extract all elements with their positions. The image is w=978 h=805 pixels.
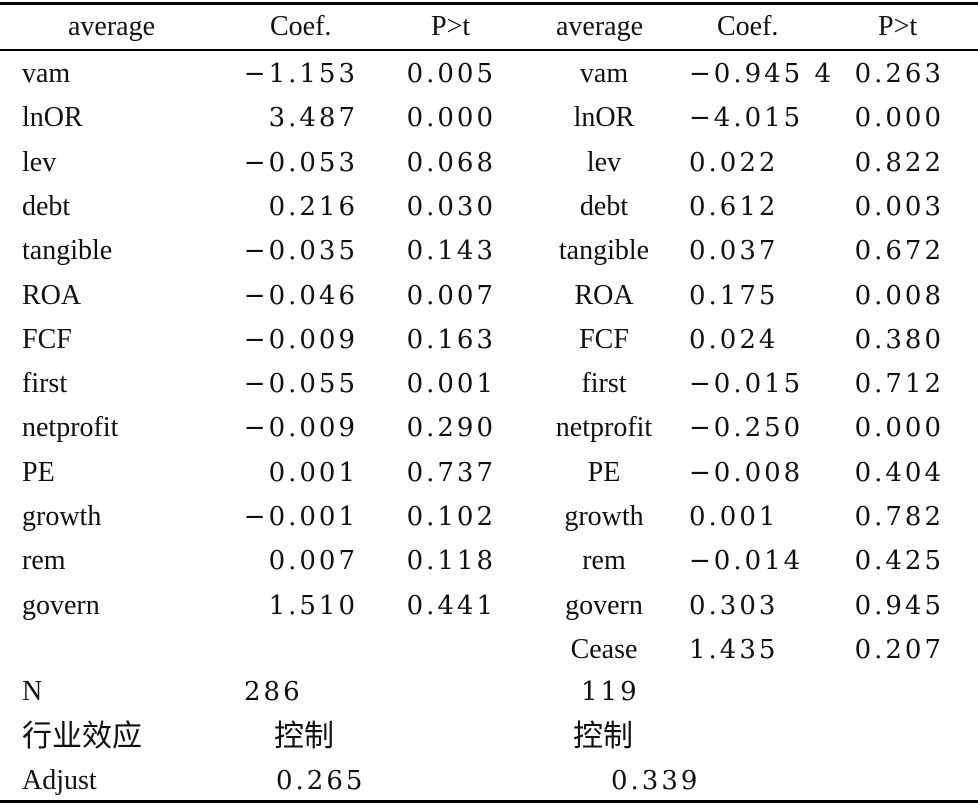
left-variable-name: tangible: [22, 235, 113, 266]
industry-effect-right: 控制: [573, 719, 633, 754]
left-p-value: 0.737: [406, 458, 496, 488]
left-p-value: 0.290: [406, 413, 496, 443]
right-variable-name: FCF: [579, 324, 629, 355]
left-p-value: 0.163: [406, 325, 496, 355]
right-variable-name: ROA: [574, 280, 634, 311]
right-coefficient: 0.303: [689, 591, 779, 621]
left-variable-name: ROA: [22, 280, 82, 311]
left-coefficient: −0.046: [243, 281, 358, 311]
left-coefficient: 1.510: [268, 591, 358, 621]
right-p-value: 0.425: [854, 546, 944, 576]
right-p-value: 0.945: [854, 591, 944, 621]
right-coefficient: 0.001: [689, 502, 779, 532]
right-p-value: 0.003: [854, 192, 944, 222]
left-variable-name: debt: [22, 191, 71, 222]
right-coefficient: 0.022: [689, 148, 779, 178]
industry-effect-label: 行业效应: [22, 719, 142, 754]
left-p-value: 0.068: [406, 148, 496, 178]
right-coefficient: 0.175: [689, 281, 779, 311]
left-coefficient: −1.153: [243, 59, 358, 89]
right-coefficient: 0.612: [689, 192, 779, 222]
left-coefficient: 0.216: [268, 192, 358, 222]
left-variable-name: FCF: [22, 324, 72, 355]
left-p-value: 0.007: [406, 281, 496, 311]
left-variable-name: govern: [22, 590, 100, 621]
right-variable-name: growth: [564, 501, 644, 532]
left-p-value: 0.000: [406, 103, 496, 133]
left-p-value: 0.001: [406, 369, 496, 399]
right-p-value: 0.782: [854, 502, 944, 532]
left-variable-name: PE: [22, 457, 55, 488]
left-variable-name: lnOR: [22, 102, 83, 133]
right-variable-name: govern: [565, 590, 643, 621]
left-coefficient: −0.009: [243, 413, 358, 443]
industry-effect-left: 控制: [274, 719, 334, 754]
right-p-value: 0.712: [854, 369, 944, 399]
left-coefficient: 0.001: [268, 458, 358, 488]
right-variable-name: PE: [587, 457, 621, 488]
left-variable-name: growth: [22, 501, 102, 532]
left-p-value: 0.143: [406, 236, 496, 266]
right-p-value: 0.008: [854, 281, 944, 311]
right-variable-name: netprofit: [555, 412, 653, 443]
right-variable-name: first: [581, 368, 627, 399]
right-p-value: 0.380: [854, 325, 944, 355]
header-right-label: average: [556, 11, 644, 42]
right-coefficient: −0.008: [689, 458, 804, 488]
left-variable-name: vam: [22, 58, 71, 89]
left-variable-name: lev: [22, 147, 57, 178]
right-p-value: 0.207: [854, 635, 944, 665]
top-rule: [0, 2, 978, 5]
left-coefficient: 3.487: [268, 103, 358, 133]
right-variable-name: Cease: [570, 634, 638, 665]
left-coefficient: −0.009: [243, 325, 358, 355]
right-p-value: 0.404: [854, 458, 944, 488]
header-left-coef: Coef.: [270, 11, 332, 42]
right-coefficient: −0.250: [689, 413, 804, 443]
left-variable-name: rem: [22, 545, 66, 576]
right-coefficient: −4.015: [689, 103, 804, 133]
header-right-coef: Coef.: [717, 11, 779, 42]
right-p-value: 0.000: [854, 413, 944, 443]
right-variable-name: rem: [582, 545, 626, 576]
left-p-value: 0.118: [406, 546, 496, 576]
adjust-left-value: 0.265: [276, 766, 366, 796]
left-coefficient: −0.001: [243, 502, 358, 532]
right-variable-name: debt: [579, 191, 629, 222]
header-left-p: P>t: [431, 11, 471, 42]
left-p-value: 0.102: [406, 502, 496, 532]
left-coefficient: −0.053: [243, 148, 358, 178]
left-p-value: 0.005: [406, 59, 496, 89]
right-p-value: 0.000: [854, 103, 944, 133]
right-variable-name: tangible: [558, 235, 650, 266]
right-p-value: 0.263: [854, 59, 944, 89]
left-coefficient: −0.055: [243, 369, 358, 399]
right-variable-name: vam: [579, 58, 629, 89]
right-p-value: 0.822: [854, 148, 944, 178]
header-rule: [0, 49, 978, 51]
n-label: N: [22, 676, 43, 707]
right-variable-name: lev: [586, 147, 622, 178]
adjust-label: Adjust: [22, 765, 97, 796]
left-p-value: 0.441: [406, 591, 496, 621]
n-left-value: 286: [244, 677, 303, 707]
left-p-value: 0.030: [406, 192, 496, 222]
left-variable-name: first: [22, 368, 68, 399]
header-right-p: P>t: [878, 11, 918, 42]
right-variable-name: lnOR: [573, 102, 635, 133]
right-p-value: 0.672: [854, 236, 944, 266]
header-left-label: average: [68, 11, 156, 42]
right-coefficient: 0.037: [689, 236, 779, 266]
adjust-right-value: 0.339: [611, 766, 701, 796]
right-coefficient: 1.435: [689, 635, 779, 665]
bottom-rule: [0, 800, 978, 803]
left-variable-name: netprofit: [22, 412, 119, 443]
left-coefficient: −0.035: [243, 236, 358, 266]
n-right-value: 119: [581, 677, 640, 707]
right-coefficient: −0.014: [689, 546, 804, 576]
right-coefficient: 0.024: [689, 325, 779, 355]
left-coefficient: 0.007: [268, 546, 358, 576]
right-coefficient: −0.015: [689, 369, 804, 399]
right-coefficient: −0.945 4: [689, 59, 835, 89]
